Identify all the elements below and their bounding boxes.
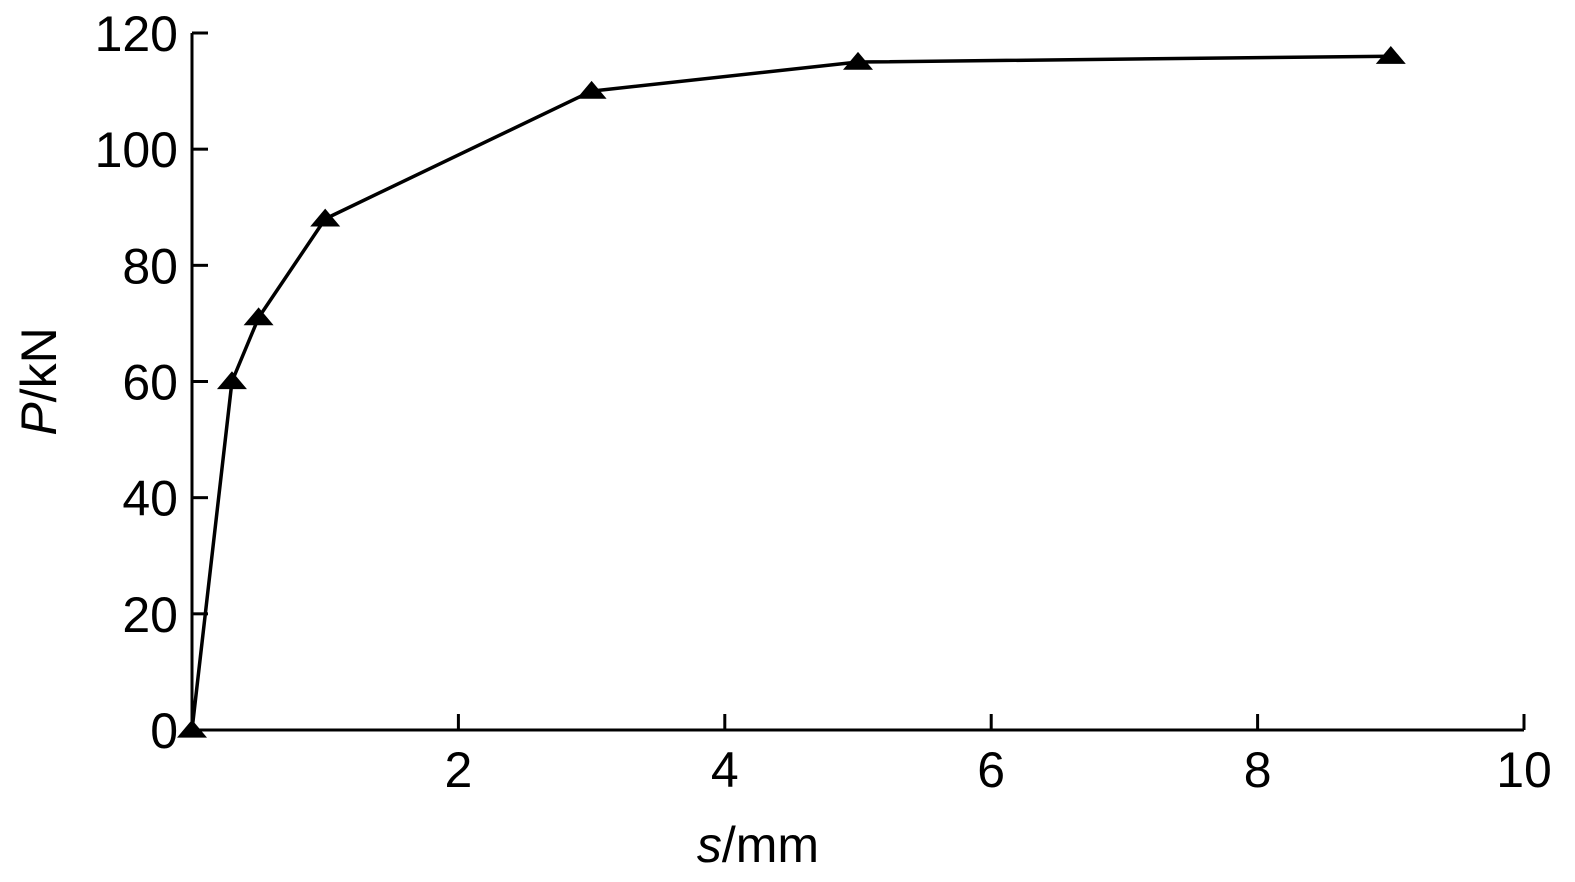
x-tick-label: 2	[444, 742, 472, 798]
axes	[190, 33, 1524, 732]
data-point-triangle	[243, 307, 274, 326]
data-point-triangle	[310, 208, 341, 227]
y-tick-label: 80	[122, 238, 178, 294]
x-tick-label: 10	[1496, 742, 1552, 798]
y-tick-label: 100	[95, 122, 178, 178]
y-axis-title: P/kN	[11, 327, 67, 435]
series	[177, 46, 1406, 738]
y-axis-unit: /kN	[11, 327, 67, 402]
data-point-triangle	[1375, 46, 1406, 64]
x-ticks: 2 4 6 8 10	[444, 714, 1552, 798]
x-tick-label: 4	[711, 742, 739, 798]
y-tick-label: 120	[95, 6, 178, 62]
x-tick-label: 6	[977, 742, 1005, 798]
y-ticks: 0 20 40 60 80 100 120	[95, 6, 208, 759]
x-axis-unit: /mm	[722, 817, 819, 873]
x-axis-title: s/mm	[697, 817, 819, 873]
x-tick-label: 8	[1244, 742, 1272, 798]
y-tick-label: 20	[122, 587, 178, 643]
y-axis-variable: P	[11, 402, 67, 436]
y-tick-label: 0	[150, 703, 178, 759]
x-axis-variable: s	[697, 817, 722, 873]
y-tick-label: 60	[122, 355, 178, 411]
data-point-triangle	[177, 719, 207, 738]
data-point-triangle	[576, 80, 607, 99]
data-point-triangle	[843, 51, 873, 70]
series-line	[190, 54, 1391, 731]
data-point-triangle	[216, 371, 247, 390]
y-tick-label: 40	[122, 471, 178, 527]
